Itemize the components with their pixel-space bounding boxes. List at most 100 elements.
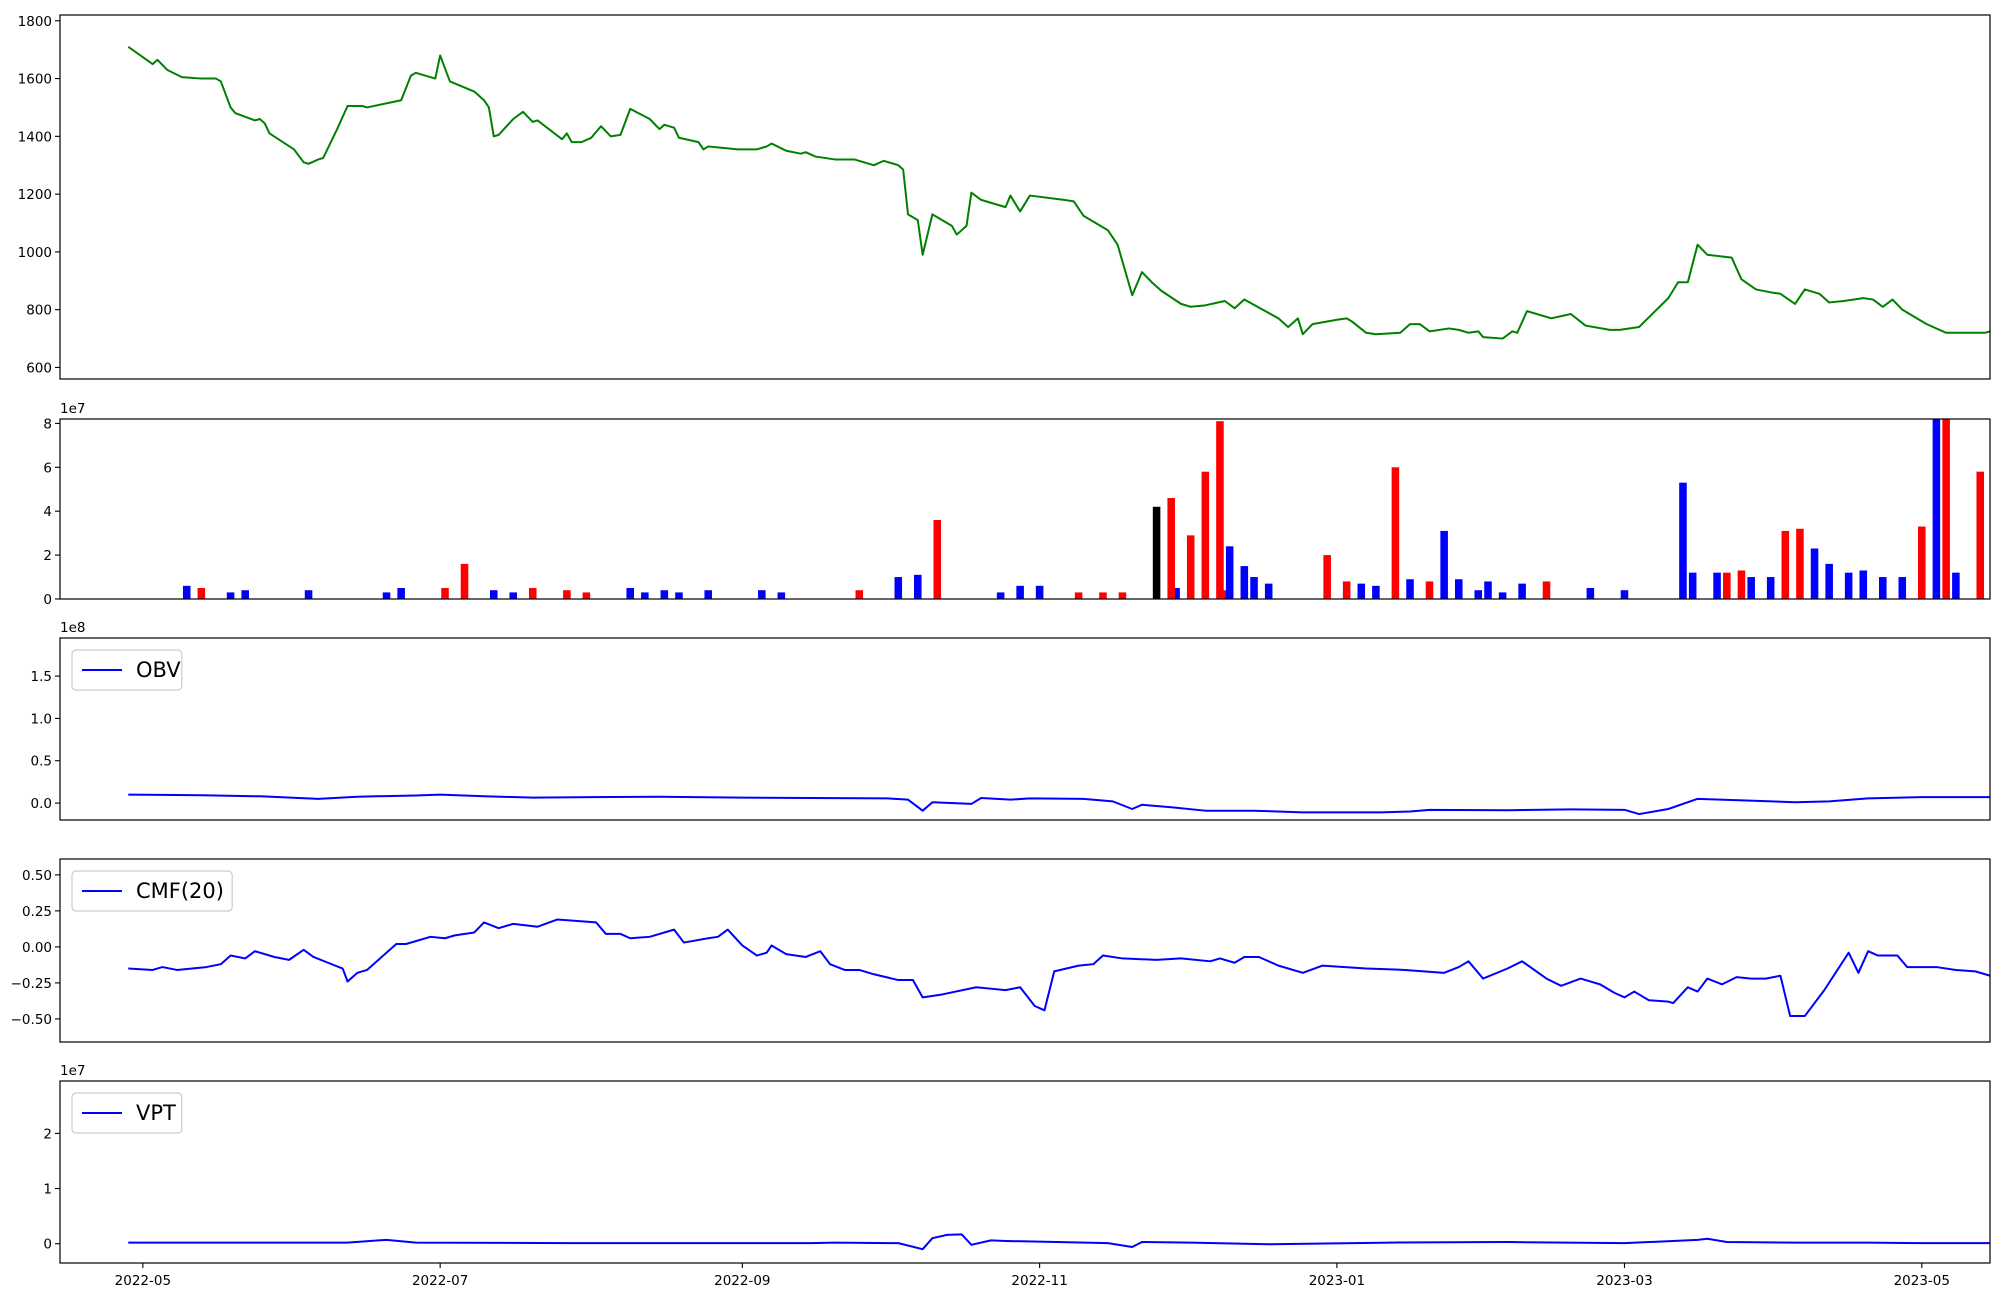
obv-legend-label: OBV <box>136 658 181 682</box>
price-line <box>127 45 1990 340</box>
volume-bar <box>241 590 249 599</box>
volume-bar <box>1796 528 1804 599</box>
volume-bar <box>1898 577 1907 599</box>
volume-bar <box>626 588 634 599</box>
vpt-legend-box <box>71 1092 183 1134</box>
cmf-ytick-label: −0.50 <box>11 1012 52 1028</box>
volume-bar <box>226 592 235 599</box>
volume-bar <box>777 592 786 599</box>
volume-ytick-label: 6 <box>43 460 52 476</box>
volume-bar <box>1859 570 1868 599</box>
volume-bar <box>1518 583 1526 599</box>
volume-bar <box>933 519 942 599</box>
obv-ytick-label: 1.0 <box>31 711 52 727</box>
cmf-legend-box <box>71 870 233 912</box>
cmf-ytick-label: 0.50 <box>22 868 52 884</box>
x-tick-label: 2023-01 <box>1309 1273 1365 1289</box>
volume-bar <box>1932 419 1941 599</box>
volume-ytick-label: 4 <box>43 504 52 520</box>
price-ytick-label: 1800 <box>18 14 52 30</box>
obv-plot-area <box>128 793 1990 816</box>
volume-ytick-label: 8 <box>43 416 52 432</box>
vpt-ytick-label: 1 <box>43 1182 52 1198</box>
volume-bar <box>397 588 405 599</box>
x-tick-label: 2022-05 <box>115 1273 171 1289</box>
cmf-panel: −0.50 −0.25 0.00 0.25 0.50 CMF(20) <box>11 858 1991 1043</box>
cmf-ytick-label: 0.25 <box>22 904 52 920</box>
cmf-ytick-label: 0.00 <box>22 940 52 956</box>
x-tick-label: 2023-03 <box>1596 1273 1652 1289</box>
volume-bar <box>1810 548 1819 599</box>
volume-bar <box>1484 581 1492 599</box>
volume-bar <box>1454 579 1463 599</box>
volume-bar <box>704 590 712 599</box>
volume-bar <box>1425 581 1434 599</box>
volume-bar <box>304 590 313 599</box>
volume-bar <box>1688 572 1697 599</box>
volume-bar <box>1201 471 1210 599</box>
volume-ytick-label: 2 <box>43 548 52 564</box>
volume-bar <box>1620 590 1629 599</box>
x-tick-label: 2023-05 <box>1894 1273 1950 1289</box>
volume-bar <box>1952 572 1960 599</box>
volume-bar <box>1240 566 1249 599</box>
volume-plot-area <box>182 419 2000 599</box>
volume-bar <box>1942 419 1950 599</box>
vpt-legend-label: VPT <box>136 1101 176 1125</box>
x-tick-label: 2022-07 <box>412 1273 468 1289</box>
volume-bar <box>1342 581 1351 599</box>
volume-bar <box>1074 592 1083 599</box>
volume-bar <box>197 588 206 599</box>
volume-bar <box>1172 588 1180 599</box>
price-ytick-label: 1600 <box>18 72 52 88</box>
volume-bar <box>1917 526 1926 599</box>
volume-bar <box>460 563 469 599</box>
volume-bar <box>1264 583 1273 599</box>
price-ytick-label: 800 <box>26 303 52 319</box>
price-panel: 600 800 1000 1200 1400 1600 1800 <box>18 14 1991 380</box>
volume-bar <box>1586 588 1595 599</box>
obv-line <box>128 793 1990 816</box>
volume-bar <box>914 574 922 599</box>
cmf-plot-area <box>128 918 1990 1018</box>
volume-bar <box>1216 421 1224 599</box>
obv-panel: 0.0 0.5 1.0 1.5 1e8 OBV <box>31 620 1991 821</box>
cmf-legend-label: CMF(20) <box>136 879 224 903</box>
volume-bar <box>1118 592 1127 599</box>
volume-panel: 0 2 4 6 8 1e7 <box>43 401 2000 608</box>
price-ytick-label: 1400 <box>18 129 52 145</box>
volume-bar <box>641 592 649 599</box>
volume-bar <box>996 592 1005 599</box>
volume-bar <box>1713 572 1721 599</box>
vpt-offset-label: 1e7 <box>60 1063 85 1079</box>
price-ytick-label: 1000 <box>18 245 52 261</box>
volume-frame <box>59 418 1991 600</box>
volume-bar <box>509 592 518 599</box>
cmf-legend: CMF(20) <box>71 870 233 912</box>
volume-bar <box>855 590 864 599</box>
volume-bar <box>1996 566 2000 599</box>
price-ytick-label: 600 <box>26 360 52 376</box>
volume-bar <box>382 592 391 599</box>
volume-bar <box>1542 581 1551 599</box>
volume-bar <box>1498 592 1507 599</box>
volume-bar <box>1766 577 1775 599</box>
volume-bar <box>563 590 571 599</box>
volume-bar <box>660 590 669 599</box>
cmf-ytick-label: −0.25 <box>11 976 52 992</box>
obv-ytick-label: 0.5 <box>31 754 52 770</box>
volume-bar <box>1357 583 1366 599</box>
obv-legend-box <box>71 649 183 691</box>
volume-bar <box>675 592 683 599</box>
vpt-legend: VPT <box>71 1092 183 1134</box>
volume-bar <box>1225 546 1234 599</box>
volume-bar <box>894 577 903 599</box>
volume-bar <box>1879 577 1887 599</box>
volume-bar <box>441 588 449 599</box>
obv-legend: OBV <box>71 649 183 691</box>
volume-bar <box>1152 506 1161 599</box>
obv-ytick-label: 1.5 <box>31 669 52 685</box>
volume-bar <box>1406 579 1414 599</box>
cmf-line <box>128 918 1990 1018</box>
